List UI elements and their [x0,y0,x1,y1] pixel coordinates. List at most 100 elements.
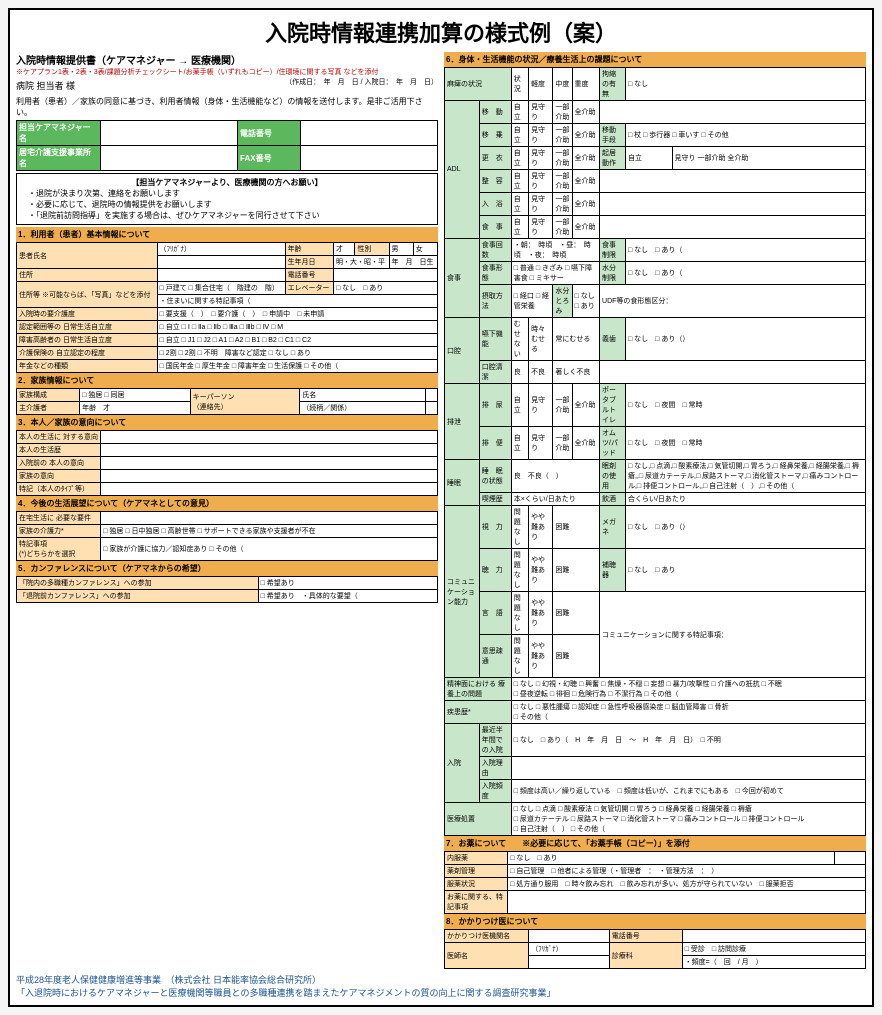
main-title: 入院時情報連携加算の様式例（案） [16,16,866,48]
sec3-title: 3．本人／家族の意向について [16,415,438,430]
sec5-title: 5．カンファレンスについて（ケアマネからの希望） [16,561,438,576]
furigana-label: （ﾌﾘｶﾞﾅ） [157,243,285,256]
cohab-cb[interactable]: □ 同居 [104,392,124,399]
contr-label: 拘縮の有無 [600,68,626,101]
ymd[interactable]: 年 月 日生 [389,256,437,269]
live-note[interactable]: ・住まいに関する特記事項（ [157,295,437,308]
s3-4-in[interactable] [101,470,438,483]
s4-3: 特記事項(*)どちらかを選択 [17,538,101,561]
sec8-title: 8．かかりつけ医について [444,914,866,929]
house-cb[interactable]: □ 戸建て [160,285,187,292]
s3-3: 入院前の 本人の意向 [17,457,101,470]
sec8-table: かかりつけ医機関名 電話番号 医師名 （ﾌﾘｶﾞﾅ） 診療科 □ 受診 □ 訪問… [444,929,866,969]
s4-3-opts[interactable]: □ 家族が介護に協力／認知症あり □ その他（ [101,538,438,561]
sec5-table: 「院内の多職種カンファレンス」への参加□ 希望あり 「退院前カンファレンス」への… [16,576,438,603]
elev-opt[interactable]: □ なし □ あり [333,282,437,295]
addr-input[interactable] [157,269,285,282]
psy-opts[interactable]: □ なし □ 幻視・幻聴 □ 興奮 □ 焦燥・不穏 □ 妄想 □ 暴力/攻撃性 … [511,678,865,701]
fax-label: FAX番号 [238,146,301,171]
mgr-label: 担当ケアマネジャー名 [17,121,101,146]
elev-label: エレベーター [285,282,333,295]
s5-2-o[interactable]: □ 希望あり [261,593,295,600]
addr-label: 住所 [17,269,158,282]
left-column: 入院時情報提供書（ケアマネジャー → 医療機関） ※ケアプラン1表・2表・3表/… [16,52,438,969]
footer-l1: 平成28年度老人保健健康増進等事業 （株式会社 日本能率協会総合研究所） [16,973,866,986]
s3-4: 家族の意向 [17,470,101,483]
psy-label: 精神面における 療養上の問題 [445,678,512,701]
s5-2-d[interactable]: ・具体的な要望（ [302,593,358,600]
contact-table: 担当ケアマネジャー名 電話番号 居宅介護支援事業所名 FAX番号 [16,120,438,171]
adl-label: 認定範囲等の 日常生活自立度 [17,321,158,334]
name-input[interactable] [157,256,285,269]
sec2-table: 家族構成 □ 独居 □ 同居 キーパーソン（連絡先） 氏名 主介護者 年齢 才 … [16,388,438,415]
addressee: 病院 担当者 様 [16,79,75,92]
ill-opts[interactable]: □ なし □ 悪性腫瘍 □ 認知症 □ 急性呼吸器感染症 □ 脳血管障害 □ 骨… [511,701,865,724]
tel-input[interactable] [301,121,438,146]
oral-label: 口腔 [445,318,480,384]
cg-age-label: 年齢 [82,405,96,412]
tel-input2[interactable] [333,269,437,282]
sec6-title: 6．身体・生活機能の状況／療養生活上の課題について [444,52,866,67]
form-page: 入院時情報連携加算の様式例（案） 入院時情報提供書（ケアマネジャー → 医療機関… [8,8,874,1007]
key-name: 氏名 [300,389,426,402]
adl-opts[interactable]: □ 自立 □ Ⅰ □ Ⅱa □ Ⅱb □ Ⅲa □ Ⅲb □ Ⅳ □ M [157,321,437,334]
doc-title: 入院時情報提供書（ケアマネジャー → 医療機関） [16,52,438,67]
sex-label: 性別 [355,243,389,256]
handi-opts[interactable]: □ 2割 □ 2割 □ 不明 障害など認定 □ なし □ あり [157,347,437,360]
s4-1-in[interactable] [101,512,438,525]
age-val[interactable]: 才 [333,243,355,256]
s5-1: 「院内の多職種カンファレンス」への参加 [17,577,259,590]
pension-opts[interactable]: □ 国民年金 □ 厚生年金 □ 障害年金 □ 生活保護 □ その他（ [157,360,437,373]
illness-label: 疾患歴* [445,701,512,724]
sec2-title: 2．家族情報について [16,373,438,388]
s3-2-in[interactable] [101,444,438,457]
key-rel: （続柄／関係） [300,402,426,415]
sec4-table: 在宅生活に 必要な要件 家族の介護力*□ 独居 □ 日中独居 □ 高齢世帯 □ … [16,511,438,561]
s3-1-in[interactable] [101,431,438,444]
medcare-opts[interactable]: □ なし □ 点滴 □ 酸素療法 □ 気管切開 □ 胃ろう □ 経鼻栄養 □ 経… [511,803,865,836]
handi-label: 介護保険の 自立認定の程度 [17,347,158,360]
comm-label: コミュニケーション能力 [445,506,480,678]
footer-l2: 「入退院時におけるケアマネジャーと医療機関等職員との多職種連携を踏まえたケアマネ… [16,986,866,999]
age-label: 年齢 [285,243,333,256]
office-input[interactable] [101,146,238,171]
key-rel-input[interactable] [426,402,438,415]
dem-opts[interactable]: □ 自立 □ J1 □ J2 □ A1 □ A2 □ B1 □ B2 □ C1 … [157,334,437,347]
s3-5: 特記（本人のﾀｲﾌﾟ等） [17,483,101,496]
s5-1-o[interactable]: □ 希望あり [258,577,437,590]
key-name-input[interactable] [426,389,438,402]
hosp-label: 入院 [445,724,480,803]
care-need-label: 入院時の要介護度 [17,308,158,321]
tel-label: 電話番号 [238,121,301,146]
msg-item: ・必要に応じて、退院時の情報提供をお願いします [28,199,434,210]
care-opts[interactable]: □ 要支援（ ） □ 要介護（ ） □ 申請中 □ 未申請 [157,308,437,321]
s3-3-in[interactable] [101,457,438,470]
apt-cb[interactable]: □ 集合住宅（ 階建の 階） [189,285,279,292]
era[interactable]: 明・大・昭・平 [333,256,389,269]
s3-5-in[interactable] [101,483,438,496]
sec7-title: 7．お薬について ※必要に応じて、「お薬手帳（コピー）」を添付 [444,836,866,851]
s4-2-opts[interactable]: □ 独居 □ 日中独居 □ 高齢世帯 □ サポートできる家族や支援者が不在 [101,525,438,538]
right-column: 6．身体・生活機能の状況／療養生活上の課題について 麻痺の状況 状況 軽度 中度… [444,52,866,969]
para-label: 麻痺の状況 [445,68,512,101]
sex-m[interactable]: 男 [389,243,413,256]
key-label: キーパーソン（連絡先） [190,389,300,415]
msg-item: ・「退院前訪問指導」を実施する場合は、ぜひケアマネジャーを同行させて下さい [28,210,434,221]
name-label: 患者氏名 [17,243,158,269]
sec6-table: 麻痺の状況 状況 軽度 中度 重度 拘縮の有無 □ なし ADL 移 動 自立見… [444,67,866,836]
sex-f[interactable]: 女 [413,243,437,256]
s4-1: 在宅生活に 必要な要件 [17,512,101,525]
mgr-input[interactable] [101,121,238,146]
pension-label: 年金などの種類 [17,360,158,373]
request-box: 【担当ケアマネジャーより、医療機関の方へお願い】 ・退院が決まり次第、連絡をお願… [16,173,438,225]
addr-opt-label: 住所等 ※可能ならば、「写真」などを添付 [17,282,158,308]
fam-label: 家族構成 [17,389,80,402]
medcare-label: 医療処置 [445,803,512,836]
alone-cb[interactable]: □ 独居 [82,392,102,399]
office-label: 居宅介護支援事業所名 [17,146,101,171]
cg-age[interactable]: 才 [103,405,110,412]
s4-2: 家族の介護力* [17,525,101,538]
sec1-table: 患者氏名 （ﾌﾘｶﾞﾅ） 年齢 才 性別 男 女 生年月日 明・大・昭・平 年 … [16,242,438,373]
msgbox-title: 【担当ケアマネジャーより、医療機関の方へお願い】 [20,177,434,188]
fax-input[interactable] [301,146,438,171]
